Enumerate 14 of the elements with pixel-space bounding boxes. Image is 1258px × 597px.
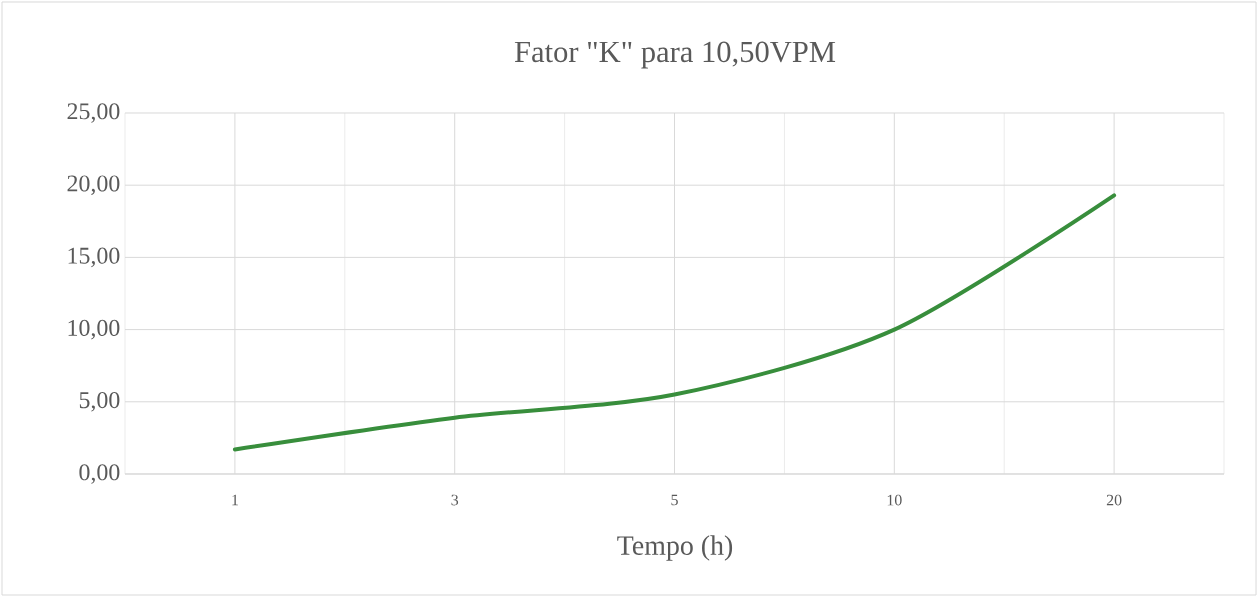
y-tick-label: 15,00 <box>68 247 120 268</box>
x-tick-label: 5 <box>671 494 678 506</box>
y-tick-label: 0,00 <box>79 464 120 484</box>
y-tick-label: 5,00 <box>79 392 120 412</box>
line-series <box>232 193 1117 452</box>
y-tick-label: 10,00 <box>68 319 120 340</box>
x-tick-label: 3 <box>451 494 459 506</box>
x-axis-title: Tempo (h) <box>617 535 733 561</box>
x-tick-label: 20 <box>1106 494 1122 506</box>
x-tick-label: 1 <box>232 494 238 506</box>
y-tick-label: 20,00 <box>67 175 120 195</box>
chart-title: Fator "K" para 10,50VPM <box>514 41 836 69</box>
y-tick-label: 25,00 <box>67 103 120 123</box>
x-tick-label: 10 <box>887 494 902 506</box>
